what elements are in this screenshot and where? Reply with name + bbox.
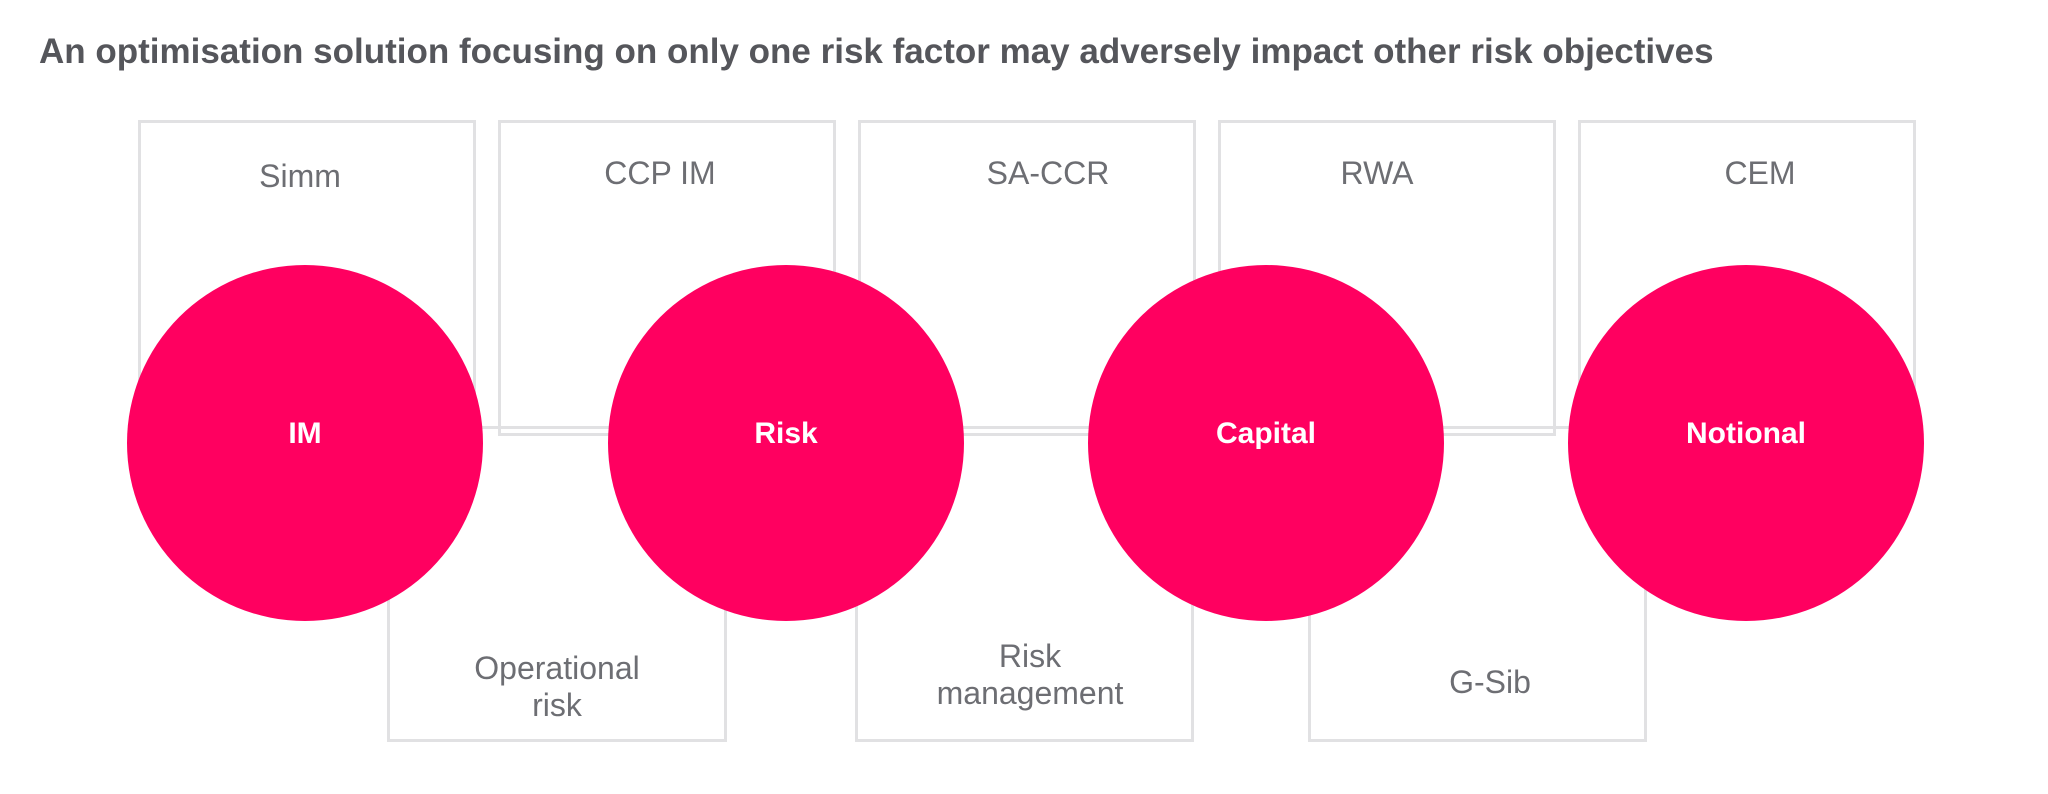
label-sa-ccr: SA-CCR [986, 155, 1110, 191]
circle-risk-label: Risk [754, 417, 818, 450]
circle-notional: Notional [1568, 265, 1924, 621]
top-box-sa-ccr [858, 120, 1196, 436]
label-ccp-im: CCP IM [604, 155, 716, 191]
circle-im-label: IM [288, 417, 322, 450]
label-simm: Simm [259, 158, 341, 194]
circle-notional-label: Notional [1686, 417, 1806, 450]
label-risk-management: Risk management [936, 638, 1124, 711]
circle-capital: Capital [1088, 265, 1444, 621]
label-rwa: RWA [1340, 155, 1414, 191]
label-operational-risk: Operational risk [474, 650, 640, 723]
label-cem: CEM [1724, 155, 1796, 191]
page-title: An optimisation solution focusing on onl… [39, 32, 1714, 71]
circle-capital-label: Capital [1215, 417, 1317, 450]
circle-im: IM [127, 265, 483, 621]
circle-risk: Risk [608, 265, 964, 621]
label-g-sib: G-Sib [1449, 664, 1531, 700]
